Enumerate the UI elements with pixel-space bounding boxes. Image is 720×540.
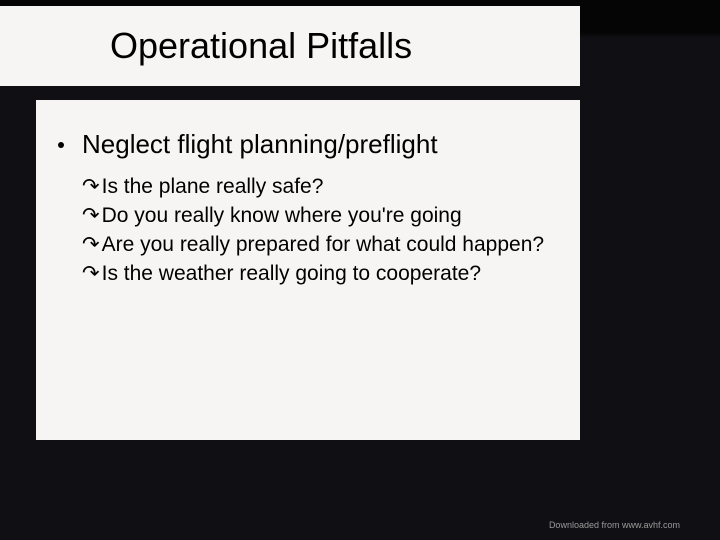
lvl2-text: Is the plane really safe? bbox=[102, 173, 324, 200]
body-area: Neglect flight planning/preflight ↷ Is t… bbox=[36, 100, 580, 440]
bullet-lvl2: ↷ Is the weather really going to coopera… bbox=[82, 260, 558, 287]
title-area: Operational Pitfalls bbox=[0, 6, 580, 86]
bullet-lvl2: ↷ Is the plane really safe? bbox=[82, 173, 558, 200]
arrow-icon: ↷ bbox=[82, 202, 100, 229]
arrow-icon: ↷ bbox=[82, 231, 100, 258]
lvl2-text: Is the weather really going to cooperate… bbox=[102, 260, 481, 287]
arrow-icon: ↷ bbox=[82, 260, 100, 287]
footer-text: Downloaded from www.avhf.com bbox=[549, 520, 680, 530]
bullet-lvl2: ↷ Are you really prepared for what could… bbox=[82, 231, 558, 258]
lvl2-list: ↷ Is the plane really safe? ↷ Do you rea… bbox=[82, 173, 558, 288]
lvl2-text: Are you really prepared for what could h… bbox=[102, 231, 544, 258]
arrow-icon: ↷ bbox=[82, 173, 100, 200]
bullet-lvl2: ↷ Do you really know where you're going bbox=[82, 202, 558, 229]
slide-title: Operational Pitfalls bbox=[110, 25, 412, 67]
slide: Operational Pitfalls Neglect flight plan… bbox=[0, 0, 720, 540]
lvl1-text: Neglect flight planning/preflight bbox=[82, 128, 438, 161]
lvl2-text: Do you really know where you're going bbox=[102, 202, 462, 229]
bullet-lvl1: Neglect flight planning/preflight bbox=[58, 128, 558, 161]
dot-icon bbox=[58, 142, 64, 148]
